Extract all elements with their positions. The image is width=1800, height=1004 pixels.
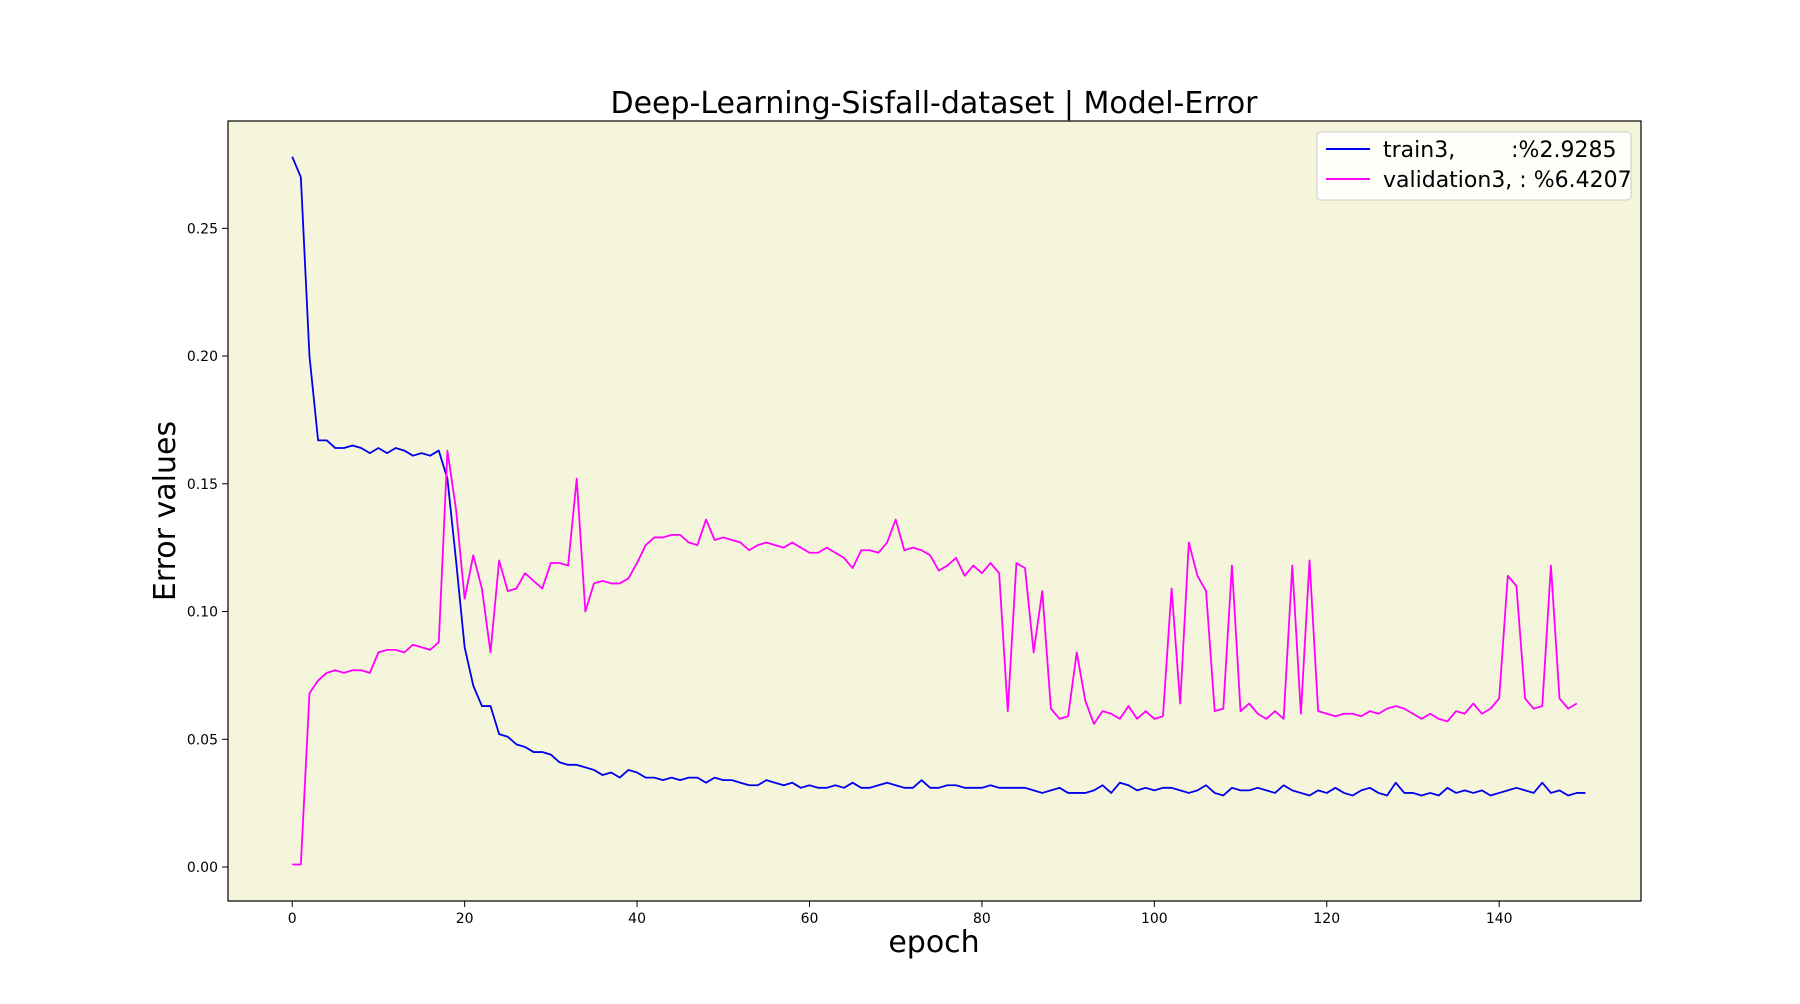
x-tick-label: 120: [1313, 911, 1340, 927]
y-tick-label: 0.20: [187, 349, 218, 365]
x-tick-label: 0: [288, 911, 297, 927]
legend-box: [1316, 131, 1632, 201]
x-tick-label: 100: [1141, 911, 1168, 927]
y-tick-label: 0.25: [187, 221, 218, 237]
legend-label-train: train3, :%2.9285: [1383, 138, 1616, 163]
legend-label-validation: validation3, : %6.4207: [1383, 168, 1632, 193]
y-tick-label: 0.05: [187, 732, 218, 748]
y-tick-label: 0.10: [187, 605, 218, 621]
x-axis-label: epoch: [888, 925, 979, 960]
y-tick-label: 0.15: [187, 477, 218, 493]
plot-frame: [227, 120, 1642, 902]
series-layer: [291, 156, 1586, 866]
plot-area: [228, 121, 1641, 901]
y-axis-label: Error values: [148, 421, 183, 601]
x-tick-label: 20: [456, 911, 474, 927]
y-axis-ticks: 0.00 0.05 0.10 0.15 0.20 0.25: [187, 221, 228, 876]
x-tick-label: 40: [628, 911, 646, 927]
x-tick-label: 80: [973, 911, 991, 927]
legend: train3, :%2.9285 validation3, : %6.4207: [1316, 131, 1632, 201]
y-tick-label: 0.00: [187, 860, 218, 876]
train-line: [291, 156, 1586, 797]
chart-title: Deep-Learning-Sisfall-dataset | Model-Er…: [610, 86, 1258, 121]
x-tick-label: 60: [801, 911, 819, 927]
validation-line: [292, 449, 1578, 866]
x-tick-label: 140: [1486, 911, 1513, 927]
x-axis-ticks: 0 20 40 60 80 100 120 140: [288, 901, 1513, 927]
